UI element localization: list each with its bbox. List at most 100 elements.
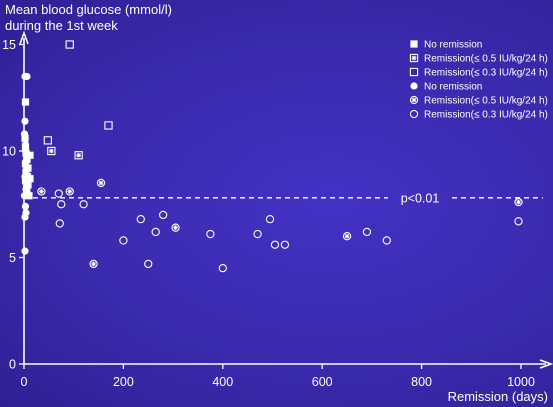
- legend-marker: [410, 40, 418, 48]
- data-point: [280, 240, 290, 249]
- data-points: [20, 40, 523, 273]
- legend-label: Remission(≤ 0.5 IU/kg/24 h): [424, 96, 548, 107]
- data-point: [23, 72, 31, 81]
- x-tick-label: 0: [21, 375, 28, 389]
- axes: 0 200 400 600 800 1000 0 5 10 15: [2, 30, 553, 389]
- legend-label: No remission: [424, 40, 482, 51]
- data-point: [57, 200, 66, 209]
- y-tick-label: 15: [2, 38, 16, 52]
- data-point: [104, 121, 113, 130]
- data-point: [55, 219, 64, 228]
- data-point: [47, 146, 56, 156]
- series-2-square-open: [43, 40, 113, 145]
- marker-frame: [409, 53, 419, 63]
- marker-frame: [96, 178, 106, 188]
- data-point: [65, 40, 74, 49]
- data-point: [514, 197, 523, 207]
- data-point: [22, 168, 30, 176]
- y-tick-label: 0: [9, 358, 16, 372]
- marker-star: [91, 261, 96, 267]
- data-point: [20, 130, 29, 138]
- marker-frame: [514, 197, 523, 207]
- reference-line-group: p<0.01: [24, 191, 543, 205]
- data-point: [24, 164, 32, 172]
- legend-marker: [409, 53, 419, 63]
- marker-frame: [171, 223, 180, 232]
- marker-star: [173, 225, 178, 231]
- data-point: [96, 178, 106, 188]
- y-axis-label-line-1: Mean blood glucose (mmol/l): [5, 2, 172, 17]
- marker-frame: [342, 232, 352, 241]
- data-point: [21, 141, 30, 149]
- data-point: [119, 236, 128, 245]
- legend-marker: [409, 109, 419, 119]
- data-point: [26, 151, 34, 159]
- data-point: [24, 181, 32, 189]
- data-point: [21, 98, 30, 106]
- marker-star: [411, 55, 417, 61]
- marker-frame: [47, 146, 56, 156]
- data-point: [136, 215, 145, 224]
- data-point: [253, 229, 262, 239]
- data-point: [171, 223, 180, 232]
- legend-label: Remission(≤ 0.3 IU/kg/24 h): [424, 110, 548, 121]
- marker-star: [38, 189, 44, 194]
- data-point: [362, 227, 372, 237]
- data-point: [20, 192, 29, 200]
- legend-marker: [409, 95, 419, 105]
- x-tick-label: 200: [113, 375, 134, 389]
- marker-frame: [74, 151, 83, 160]
- data-point: [514, 217, 523, 226]
- legend-label: No remission: [424, 82, 482, 93]
- data-point: [22, 209, 30, 217]
- marker-star: [76, 152, 82, 158]
- legend-label: Remission(≤ 0.3 IU/kg/24 h): [424, 68, 548, 79]
- data-point: [25, 192, 33, 200]
- data-point: [218, 263, 227, 273]
- marker-frame: [89, 259, 98, 269]
- x-tick-label: 1000: [507, 375, 535, 389]
- y-axis-arrow: [19, 30, 29, 45]
- marker-star: [48, 148, 54, 154]
- series-3-circle-filled: [20, 72, 31, 255]
- data-point: [22, 155, 31, 164]
- data-point: [382, 236, 391, 245]
- x-axis-label: Remission (days): [448, 389, 548, 404]
- y-tick-label: 5: [9, 251, 16, 265]
- data-point: [144, 259, 153, 269]
- x-tick-label: 600: [312, 375, 333, 389]
- data-point: [21, 117, 29, 125]
- data-point: [21, 202, 30, 210]
- y-axis-label-line-2: during the 1st week: [5, 18, 118, 33]
- data-point: [22, 185, 30, 193]
- marker-star: [98, 180, 104, 186]
- marker-star: [344, 233, 350, 239]
- data-point: [342, 232, 352, 241]
- data-point: [43, 136, 53, 145]
- legend: No remission Remission(≤ 0.5 IU/kg/24 h) R…: [409, 40, 548, 121]
- significance-label: p<0.01: [401, 191, 440, 205]
- data-point: [37, 187, 46, 196]
- y-tick-label: 10: [2, 145, 16, 159]
- data-point: [54, 189, 63, 198]
- series-1-square-star: [47, 146, 83, 160]
- data-point: [74, 151, 83, 160]
- data-point: [65, 187, 74, 196]
- marker-frame: [409, 95, 419, 105]
- series-5-circle-open: [54, 189, 523, 273]
- data-point: [270, 240, 280, 249]
- data-point: [21, 247, 29, 255]
- data-point: [21, 172, 29, 181]
- data-point: [79, 200, 88, 209]
- legend-marker: [409, 67, 419, 77]
- legend-marker: [410, 82, 418, 90]
- marker-star: [411, 97, 417, 103]
- marker-frame: [65, 187, 74, 196]
- data-point: [21, 134, 29, 142]
- data-point: [159, 210, 168, 220]
- data-point: [265, 215, 275, 224]
- series-4-circle-star: [37, 178, 523, 269]
- x-tick-label: 800: [411, 375, 432, 389]
